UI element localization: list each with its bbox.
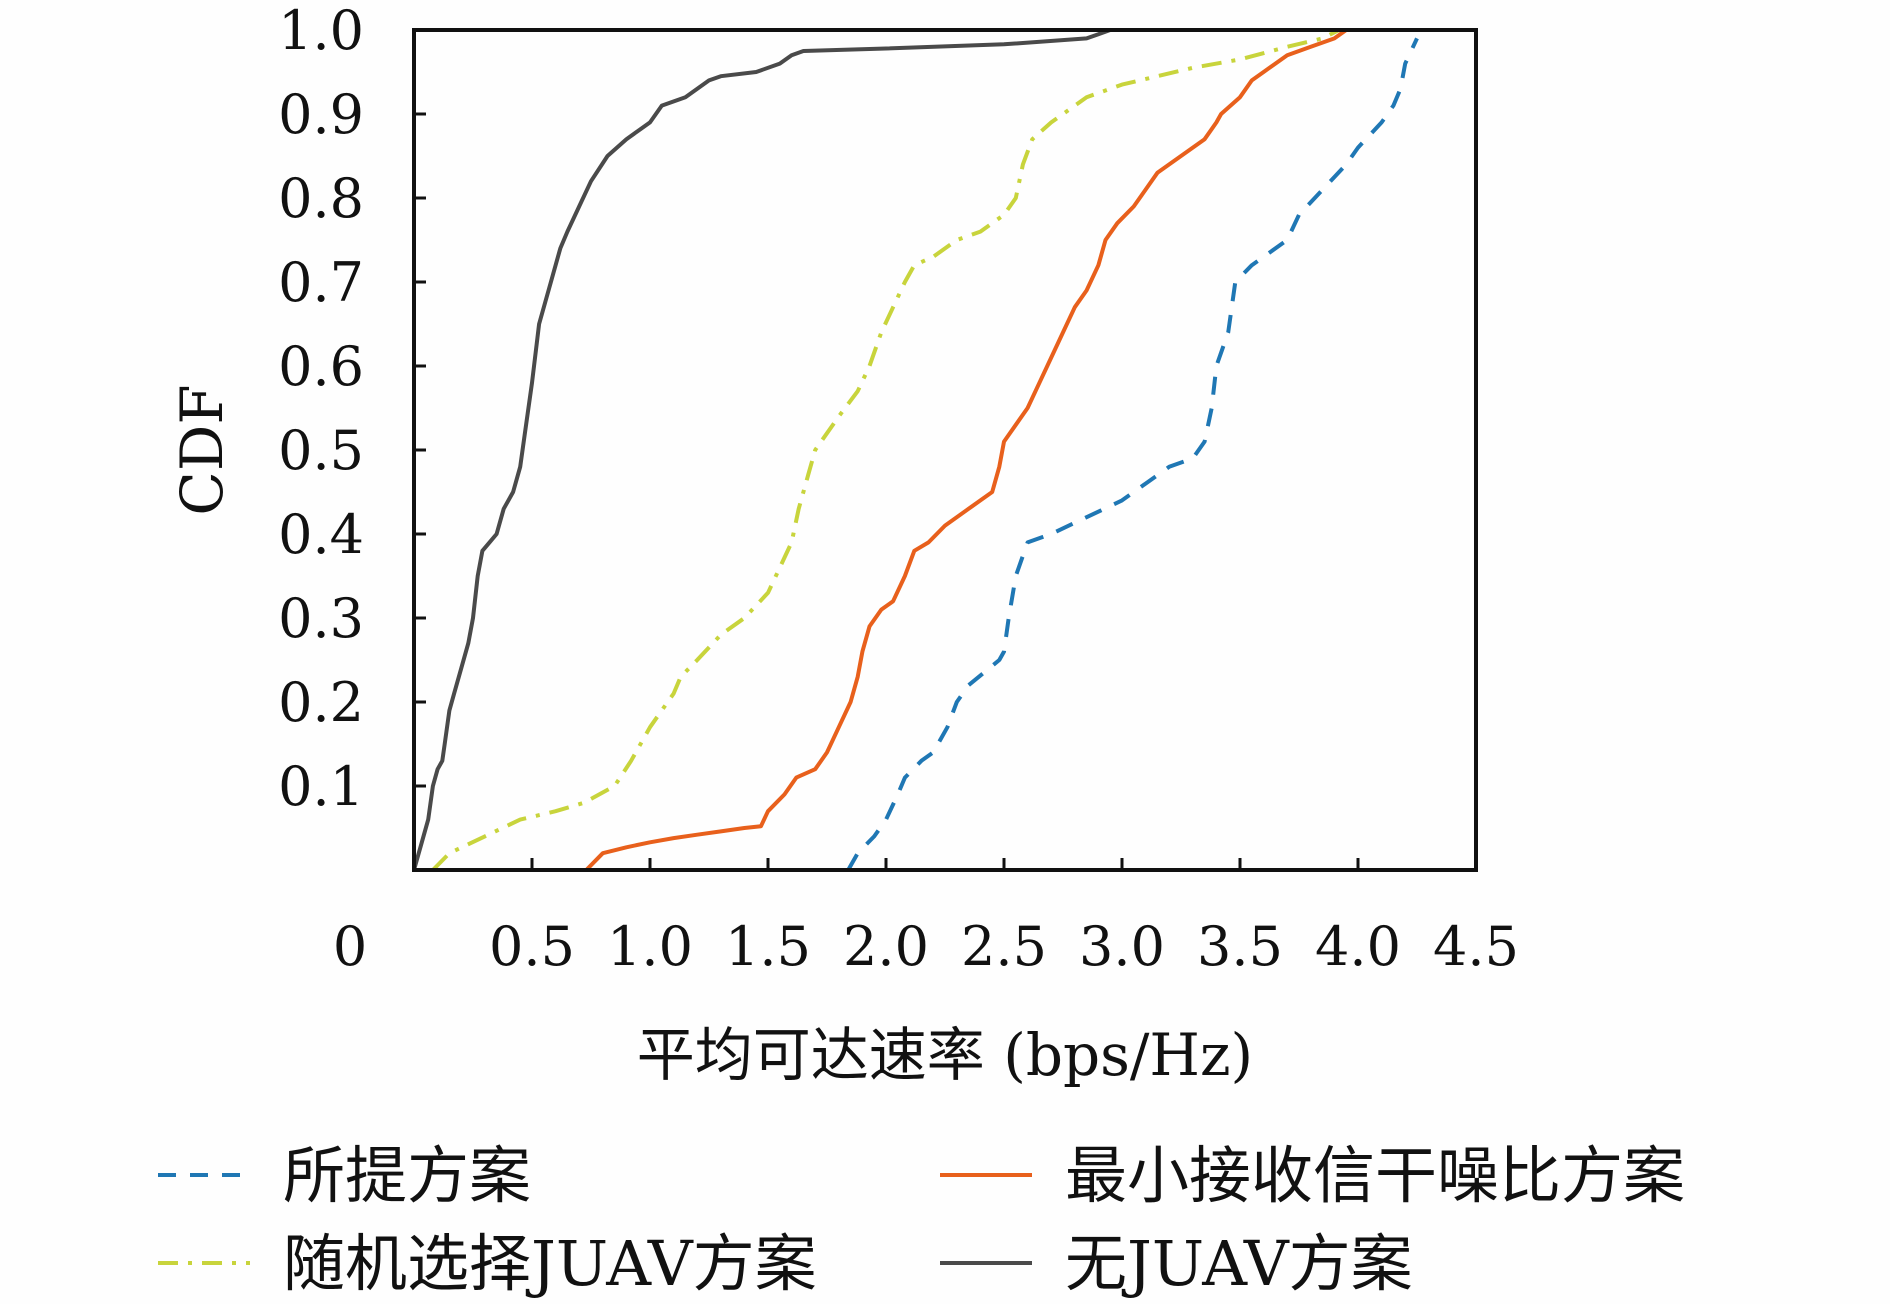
y-axis-title: CDF [168, 384, 236, 515]
x-tick-label: 1.5 [725, 915, 811, 978]
tick-layer: 0 0.5 1.0 1.5 2.0 2.5 3.0 3.5 4.0 4.5 0.1 0.2 0.3 0.4… [278, 0, 1519, 978]
y-tick-label: 0.3 [278, 587, 364, 650]
series-layer [412, 28, 1419, 872]
x-tick-label: 4.5 [1433, 915, 1519, 978]
y-tick-label: 0.1 [278, 755, 364, 818]
x-tick-label: 0.5 [489, 915, 575, 978]
legend-label-1: 所提方案 [283, 1139, 531, 1212]
y-tick-label: 0.6 [278, 335, 364, 398]
x-tick-label: 2.0 [843, 915, 929, 978]
x-axis-title: 平均可达速率 (bps/Hz) [637, 1021, 1253, 1089]
y-tick-label: 0.2 [278, 671, 364, 734]
y-tick-label: 0.9 [278, 83, 364, 146]
y-tick-label: 0.5 [278, 419, 364, 482]
x-tick-label: 3.5 [1197, 915, 1283, 978]
x-tick-label: 4.0 [1315, 915, 1401, 978]
x-tick-label: 1.0 [607, 915, 693, 978]
legend-label-2: 最小接收信干噪比方案 [1065, 1139, 1685, 1212]
y-tick-label: 0.8 [278, 167, 364, 230]
x-tick-label: 3.0 [1079, 915, 1165, 978]
legend-label-4: 无JUAV方案 [1065, 1227, 1413, 1300]
series-line-2 [584, 28, 1348, 872]
y-tick-label: 1.0 [278, 0, 364, 62]
series-line-4 [412, 28, 1111, 871]
x-tick-label: 2.5 [961, 915, 1047, 978]
x-tick-label: 0 [333, 915, 367, 978]
y-tick-label: 0.4 [278, 503, 364, 566]
y-tick-label: 0.7 [278, 251, 364, 314]
legend-label-3: 随机选择JUAV方案 [283, 1227, 817, 1300]
series-line-1 [846, 37, 1419, 871]
